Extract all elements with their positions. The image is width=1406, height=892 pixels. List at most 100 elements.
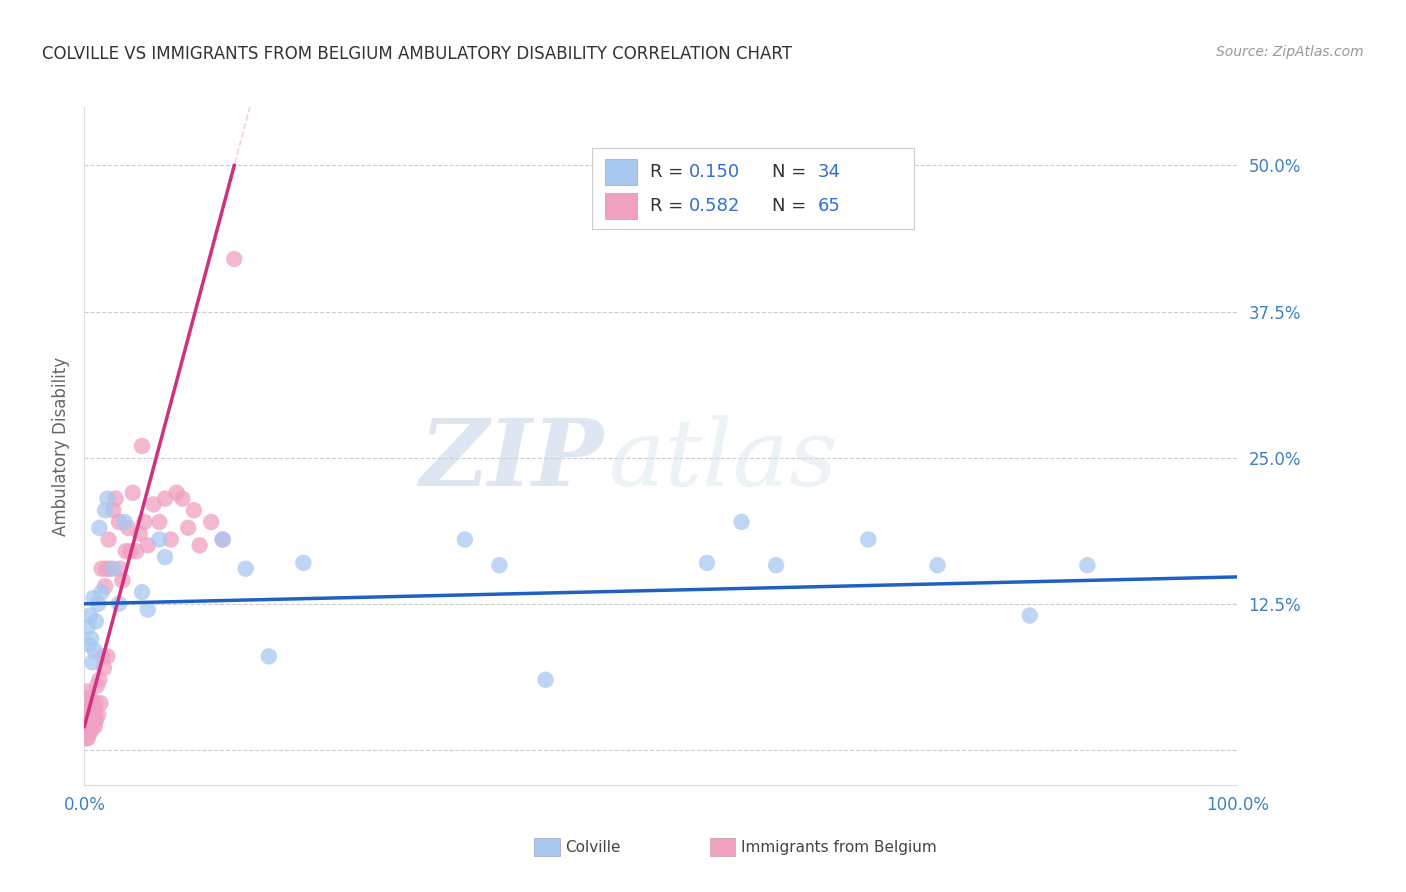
Point bbox=[77, 707, 100, 722]
Text: ZIP: ZIP bbox=[419, 415, 603, 505]
Text: 34: 34 bbox=[818, 163, 841, 181]
Point bbox=[79, 702, 101, 716]
Point bbox=[108, 562, 131, 576]
Point bbox=[82, 696, 104, 710]
Point bbox=[94, 503, 117, 517]
Point bbox=[96, 649, 118, 664]
Point bbox=[76, 714, 98, 728]
Point bbox=[98, 562, 121, 576]
Point bbox=[160, 533, 183, 547]
Point bbox=[84, 714, 107, 728]
Point bbox=[103, 562, 124, 576]
Point bbox=[257, 649, 280, 664]
Point bbox=[77, 638, 100, 652]
Point bbox=[292, 556, 315, 570]
Y-axis label: Ambulatory Disability: Ambulatory Disability bbox=[52, 357, 70, 535]
Point bbox=[224, 252, 246, 266]
Point bbox=[77, 725, 100, 739]
Point bbox=[83, 719, 105, 733]
Point bbox=[534, 673, 557, 687]
Point bbox=[121, 485, 143, 500]
Point bbox=[142, 498, 165, 512]
Point bbox=[94, 579, 117, 593]
Point bbox=[1076, 558, 1098, 573]
Point bbox=[76, 731, 98, 746]
Point bbox=[172, 491, 194, 506]
Point bbox=[83, 643, 105, 657]
Point bbox=[79, 690, 101, 705]
Point bbox=[103, 503, 124, 517]
Point bbox=[84, 615, 107, 629]
Point bbox=[97, 533, 120, 547]
Point bbox=[87, 707, 110, 722]
Point bbox=[111, 574, 134, 588]
Point bbox=[83, 714, 105, 728]
Point bbox=[79, 714, 101, 728]
Point bbox=[80, 719, 103, 733]
Point bbox=[114, 515, 136, 529]
Point bbox=[76, 684, 98, 698]
Text: atlas: atlas bbox=[609, 415, 838, 505]
Text: 0.582: 0.582 bbox=[689, 197, 740, 215]
Point bbox=[76, 731, 98, 746]
Point bbox=[83, 707, 105, 722]
Point bbox=[90, 562, 112, 576]
Point bbox=[183, 503, 205, 517]
Point bbox=[89, 673, 111, 687]
Point bbox=[90, 585, 112, 599]
Point bbox=[131, 439, 153, 453]
Point bbox=[235, 562, 257, 576]
Point bbox=[79, 608, 101, 623]
Point bbox=[858, 533, 880, 547]
Point bbox=[84, 696, 107, 710]
Text: COLVILLE VS IMMIGRANTS FROM BELGIUM AMBULATORY DISABILITY CORRELATION CHART: COLVILLE VS IMMIGRANTS FROM BELGIUM AMBU… bbox=[42, 45, 792, 62]
Point bbox=[148, 533, 170, 547]
Point bbox=[82, 719, 104, 733]
Point bbox=[115, 544, 138, 558]
Point bbox=[87, 597, 110, 611]
Text: Source: ZipAtlas.com: Source: ZipAtlas.com bbox=[1216, 45, 1364, 59]
Point bbox=[76, 702, 98, 716]
Point bbox=[211, 533, 233, 547]
Point bbox=[200, 515, 222, 529]
Point bbox=[89, 521, 111, 535]
Point bbox=[1018, 608, 1040, 623]
Text: 0.150: 0.150 bbox=[689, 163, 740, 181]
Text: N =: N = bbox=[772, 197, 813, 215]
Text: Immigrants from Belgium: Immigrants from Belgium bbox=[741, 840, 936, 855]
Point bbox=[488, 558, 510, 573]
Point bbox=[730, 515, 752, 529]
Point bbox=[86, 679, 108, 693]
Text: R =: R = bbox=[650, 197, 689, 215]
Point bbox=[77, 696, 100, 710]
Point bbox=[696, 556, 718, 570]
Point bbox=[96, 491, 118, 506]
Point bbox=[927, 558, 949, 573]
Point bbox=[89, 696, 111, 710]
Point bbox=[188, 538, 211, 552]
Point bbox=[134, 515, 156, 529]
Text: N =: N = bbox=[772, 163, 813, 181]
Point bbox=[765, 558, 787, 573]
Point bbox=[75, 696, 97, 710]
Point bbox=[211, 533, 233, 547]
Point bbox=[108, 597, 131, 611]
Point bbox=[454, 533, 477, 547]
Text: R =: R = bbox=[650, 163, 689, 181]
Point bbox=[82, 655, 104, 669]
Point bbox=[108, 515, 131, 529]
Point bbox=[80, 632, 103, 646]
Point bbox=[75, 719, 97, 733]
Text: Colville: Colville bbox=[565, 840, 620, 855]
Point bbox=[80, 707, 103, 722]
Point bbox=[77, 719, 100, 733]
Point bbox=[125, 544, 148, 558]
Point bbox=[117, 521, 139, 535]
Point bbox=[166, 485, 188, 500]
Point bbox=[153, 549, 176, 564]
Point bbox=[76, 707, 98, 722]
Point bbox=[76, 725, 98, 739]
Point bbox=[136, 538, 159, 552]
Point bbox=[148, 515, 170, 529]
Point bbox=[128, 526, 150, 541]
